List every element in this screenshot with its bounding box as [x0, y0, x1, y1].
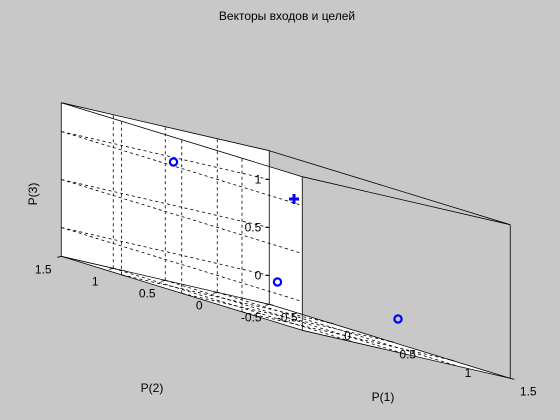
box-edge	[61, 102, 303, 178]
x-tick-mark	[269, 303, 274, 306]
data-point-circle	[393, 314, 403, 324]
x-axis-label: P(1)	[372, 390, 395, 404]
y-tick-label: 0	[196, 298, 203, 312]
z-axis-label: P(3)	[26, 183, 40, 206]
y-tick-label: -0.5	[241, 310, 262, 324]
gridline-z-back	[61, 227, 303, 302]
x-tick-mark	[510, 377, 515, 380]
data-point-circle	[272, 277, 283, 287]
y-tick-label: 0.5	[139, 286, 156, 300]
chart-title: Векторы входов и целей	[219, 9, 355, 23]
y-tick-label: 1	[92, 274, 99, 288]
grid	[61, 102, 511, 379]
x-tick-label: 1	[465, 366, 472, 380]
tick-labels: -0.5 0 0.5 1 1.5 -0.5 0 0.5 1 1.5 0 0.5 1	[35, 173, 537, 399]
gridline-y-floor	[165, 279, 407, 355]
gridline-z-back	[61, 131, 303, 206]
y-tick-label: 1.5	[35, 262, 52, 276]
box-edge	[302, 176, 511, 226]
x-tick-label: 0.5	[399, 347, 416, 361]
x-tick-label: -0.5	[277, 310, 298, 324]
x-tick-label: 0	[344, 329, 351, 343]
y-tick-mark	[109, 267, 114, 270]
box-edge	[269, 150, 511, 226]
x-tick-label: 1.5	[520, 384, 537, 398]
gridline-z-back	[61, 179, 303, 254]
y-tick-mark	[57, 255, 62, 258]
data-point-circle	[168, 157, 179, 167]
axis-lines	[57, 102, 515, 380]
gridline-y-floor	[113, 267, 355, 343]
y-tick-mark	[213, 291, 218, 294]
data-markers	[168, 157, 403, 324]
y-tick-mark	[161, 279, 166, 282]
z-tick-label: 1	[255, 173, 262, 187]
z-tick-label: 0.5	[245, 221, 262, 235]
gridline-y-floor	[217, 291, 459, 367]
box-edge	[61, 255, 303, 331]
y-axis-label: P(2)	[141, 381, 164, 395]
data-point-plus	[289, 194, 299, 204]
x-tick-mark	[329, 322, 334, 325]
x-tick-mark	[449, 359, 455, 362]
x-tick-mark	[389, 340, 394, 343]
z-tick-label: 0	[255, 269, 262, 283]
y-tick-mark	[265, 303, 270, 306]
box-edge	[302, 329, 511, 379]
box-edge	[61, 102, 270, 152]
